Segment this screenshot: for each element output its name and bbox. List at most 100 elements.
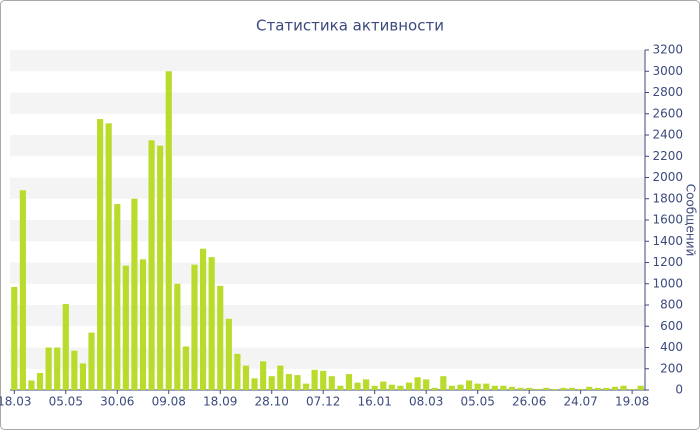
y-tick-label: 1400	[652, 234, 683, 248]
y-tick-label: 2600	[652, 106, 683, 120]
bar	[483, 383, 490, 390]
bar	[19, 190, 26, 390]
y-tick-label: 2000	[652, 170, 683, 184]
bar	[508, 386, 516, 390]
bar	[414, 377, 421, 390]
y-tick-label: 1200	[652, 255, 683, 269]
x-tick-label: 09.08	[152, 395, 186, 409]
bar	[637, 385, 644, 390]
bar	[517, 387, 524, 390]
y-tick-label: 1000	[652, 276, 683, 290]
bar	[345, 374, 353, 390]
grid-band	[10, 220, 645, 242]
y-tick-label: 0	[675, 383, 683, 397]
grid-band	[10, 305, 645, 327]
bar	[174, 283, 181, 390]
grid-band	[10, 135, 645, 157]
bar	[157, 145, 164, 390]
grid-band	[10, 92, 645, 114]
bar	[122, 265, 129, 390]
bar	[423, 379, 430, 390]
bar	[448, 385, 456, 390]
bar	[191, 264, 198, 390]
bar	[474, 383, 481, 390]
chart-title: Статистика активности	[256, 17, 444, 35]
bar	[62, 303, 69, 390]
bar	[97, 119, 104, 390]
grid-band	[10, 177, 645, 199]
y-tick-label: 600	[660, 319, 683, 333]
bar	[242, 365, 250, 390]
bar	[457, 384, 464, 390]
bar	[380, 381, 387, 390]
bar	[11, 286, 18, 390]
bar	[568, 387, 576, 390]
bar	[620, 385, 627, 390]
y-tick-label: 2200	[652, 149, 683, 163]
y-tick-label: 1600	[652, 213, 683, 227]
y-tick-label: 3200	[652, 43, 683, 57]
bar	[311, 369, 318, 390]
bar	[431, 387, 438, 390]
bar	[148, 140, 155, 390]
bar	[79, 363, 87, 390]
bar	[71, 350, 78, 390]
bar	[440, 376, 447, 390]
bar	[251, 378, 258, 390]
x-tick-label: 24.07	[563, 395, 597, 409]
bar	[45, 347, 52, 390]
bar	[199, 248, 207, 390]
y-axis-label: Сообщений	[684, 184, 698, 257]
x-tick-label: 05.05	[49, 395, 83, 409]
bar	[397, 385, 404, 390]
bar	[208, 257, 215, 390]
x-tick-label: 08.03	[409, 395, 443, 409]
bar	[611, 386, 619, 390]
bar	[405, 382, 413, 390]
bar	[54, 347, 61, 390]
bar	[105, 123, 112, 390]
bar	[28, 380, 35, 390]
grid-band	[10, 50, 645, 72]
grid-band	[10, 262, 645, 284]
bar	[294, 375, 301, 390]
bar	[594, 387, 601, 390]
bar	[302, 383, 310, 390]
bar	[36, 373, 44, 390]
y-tick-label: 2800	[652, 85, 683, 99]
bar	[388, 384, 395, 390]
bar	[551, 388, 558, 390]
bar	[337, 385, 344, 390]
bar	[603, 387, 610, 390]
grid-band	[10, 347, 645, 369]
x-tick-label: 28.10	[255, 395, 289, 409]
x-tick-label: 30.06	[100, 395, 134, 409]
bar	[577, 388, 584, 390]
y-tick-label: 3000	[652, 64, 683, 78]
bar	[320, 370, 327, 390]
bar	[534, 388, 541, 390]
bar	[500, 385, 507, 390]
bar	[491, 385, 498, 390]
bar	[328, 376, 335, 390]
bar	[285, 374, 292, 390]
y-tick-label: 2400	[652, 128, 683, 142]
x-tick-label: 07.12	[306, 395, 340, 409]
bar	[629, 388, 636, 390]
bar	[354, 382, 361, 390]
bar	[526, 387, 533, 390]
y-tick-label: 800	[660, 298, 683, 312]
bar	[88, 332, 95, 390]
y-tick-label: 200	[660, 361, 683, 375]
bar	[260, 361, 267, 390]
bar	[560, 387, 567, 390]
bar	[363, 379, 370, 390]
x-tick-label: 26.06	[512, 395, 546, 409]
bar	[465, 380, 473, 390]
bar	[225, 318, 232, 390]
bar	[268, 376, 275, 390]
bar	[277, 365, 284, 390]
x-tick-label: 18.09	[203, 395, 237, 409]
bar	[114, 204, 121, 390]
